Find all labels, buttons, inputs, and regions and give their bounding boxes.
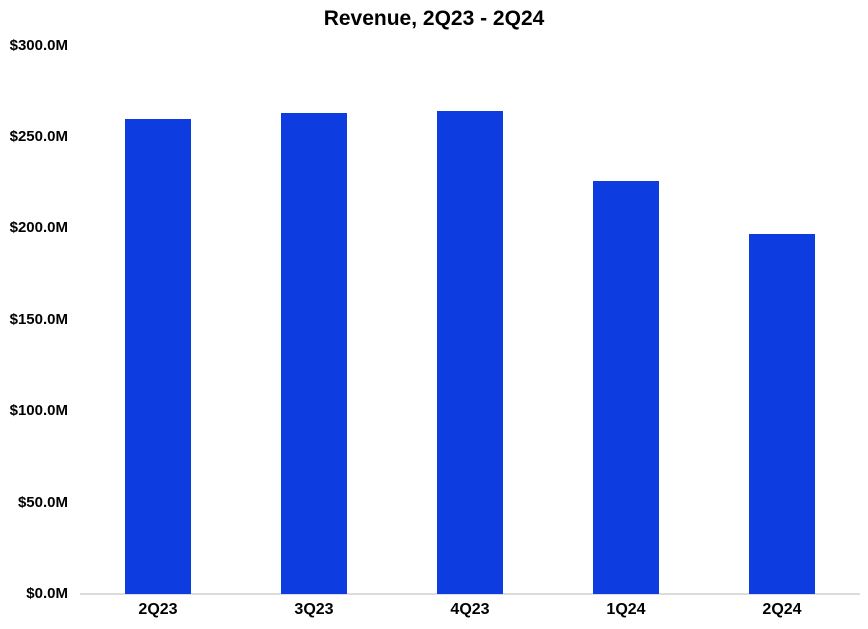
chart-title: Revenue, 2Q23 - 2Q24 <box>323 7 545 30</box>
y-axis-tick-label: $50.0M <box>17 493 68 511</box>
y-axis-tick-label: $200.0M <box>9 219 68 237</box>
bar-1Q24 <box>593 180 659 594</box>
x-axis-label-2Q23: 2Q23 <box>138 601 178 618</box>
bar-2Q24 <box>749 233 815 594</box>
y-axis-tick-label: $100.0M <box>9 402 68 420</box>
x-axis-label-3Q23: 3Q23 <box>294 601 334 618</box>
y-axis-tick-label: $300.0M <box>9 36 68 54</box>
x-axis-label-4Q23: 4Q23 <box>450 601 490 618</box>
y-axis-tick-label: $150.0M <box>9 310 68 328</box>
bar-4Q23 <box>437 111 503 594</box>
bar-3Q23 <box>281 113 347 594</box>
y-axis-tick-label: $0.0M <box>26 585 68 602</box>
x-axis-label-2Q24: 2Q24 <box>762 601 802 618</box>
x-axis-label-1Q24: 1Q24 <box>606 601 646 618</box>
bar-2Q23 <box>125 118 191 594</box>
x-axis-line <box>80 593 860 595</box>
y-axis-tick-label: $250.0M <box>9 127 68 145</box>
